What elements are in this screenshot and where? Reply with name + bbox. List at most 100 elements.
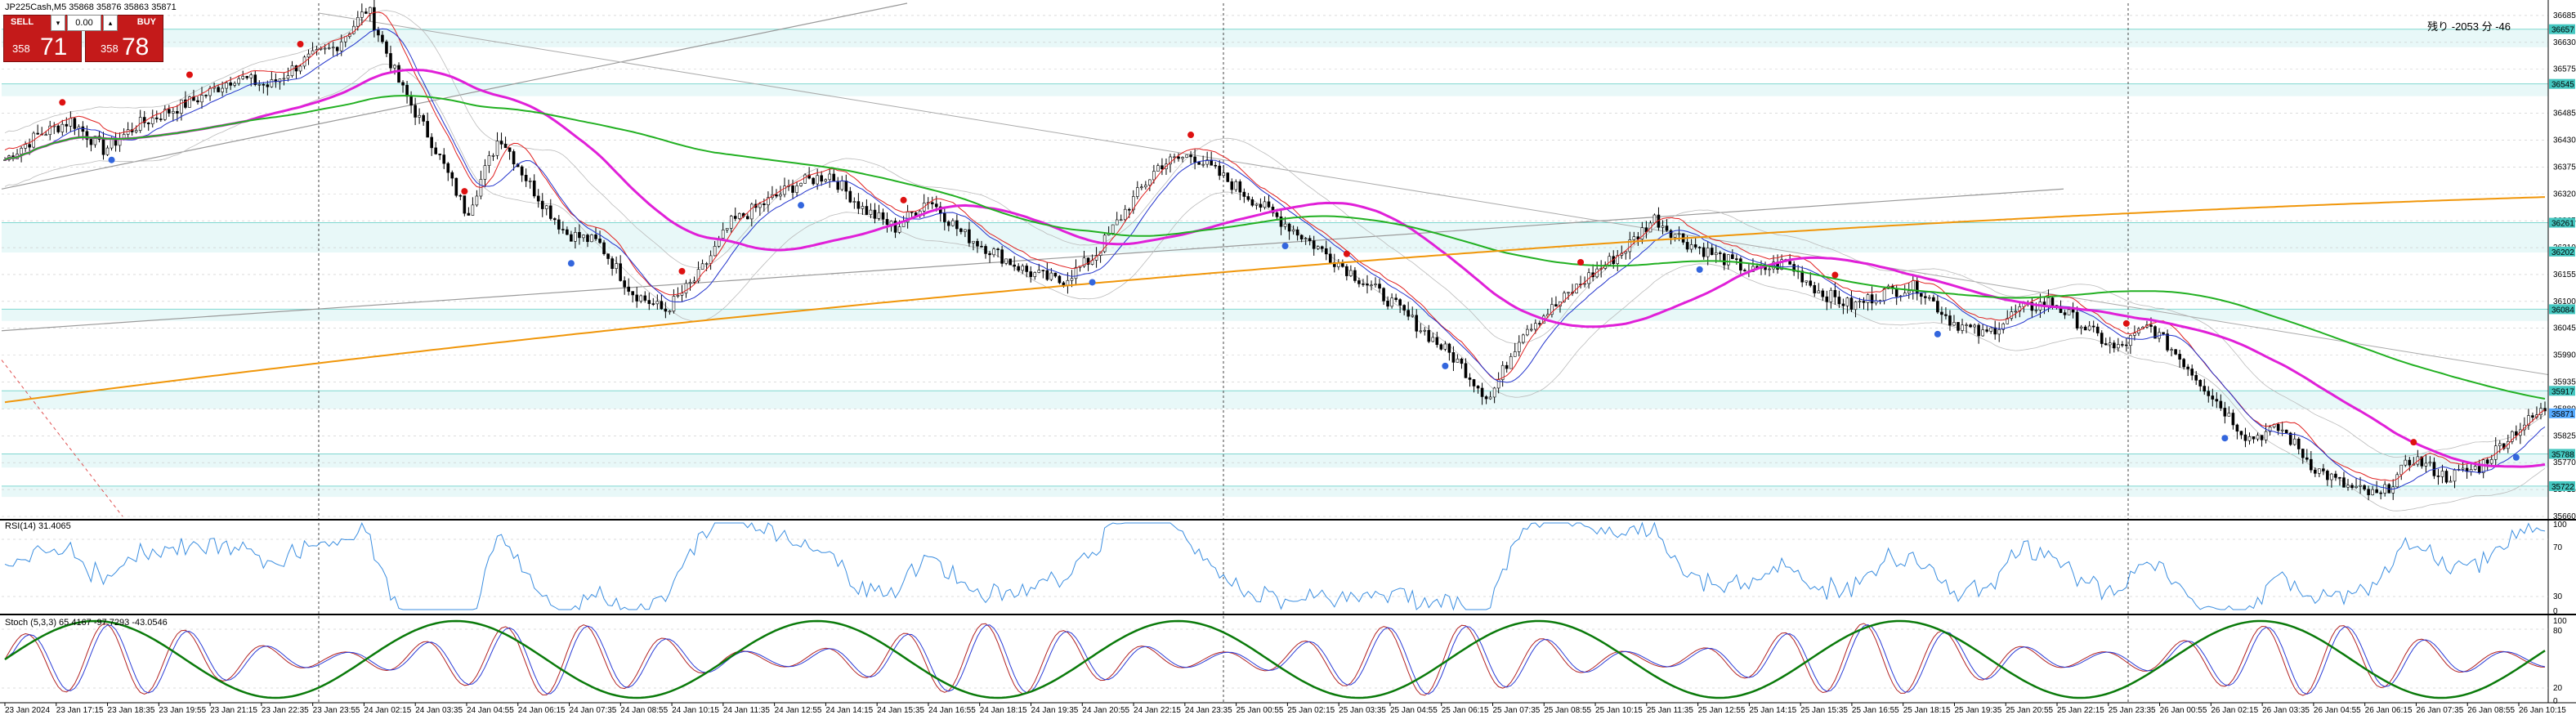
candle-body-242	[996, 248, 1000, 250]
candle-body-323	[1328, 253, 1332, 263]
time-tick-32: 25 Jan 11:35	[1647, 706, 1694, 715]
candle-body-103	[426, 121, 429, 138]
candle-body-72	[298, 65, 302, 72]
candle-body-43	[180, 99, 183, 114]
moving-averages	[4, 11, 2546, 489]
time-tick-7: 24 Jan 02:15	[364, 706, 411, 715]
candle-body-466	[1915, 280, 1919, 294]
candle-body-615	[2527, 415, 2530, 426]
fractal-dot-3	[297, 41, 304, 48]
candle-body-534	[2194, 374, 2198, 381]
lot-decrease-button[interactable]: ▾	[51, 15, 65, 31]
candle-body-351	[1443, 343, 1447, 350]
stoch-slow	[4, 619, 2546, 699]
candle-body-89	[369, 7, 372, 14]
candle-body-301	[1238, 181, 1242, 193]
candle-body-543	[2231, 413, 2235, 426]
candle-body-166	[684, 283, 688, 294]
candle-body-438	[1800, 270, 1804, 283]
candle-body-288	[1185, 154, 1188, 158]
candle-body-259	[1066, 279, 1070, 286]
candle-body-555	[2280, 429, 2284, 431]
candle-body-185	[763, 203, 766, 206]
candle-body-110	[454, 177, 458, 196]
candle-body-238	[980, 245, 983, 248]
candle-body-537	[2207, 391, 2211, 396]
lot-input[interactable]: 0.00	[67, 15, 101, 31]
candle-body-178	[733, 216, 737, 219]
candle-body-281	[1156, 165, 1160, 172]
candle-body-218	[897, 226, 901, 233]
candle-body-95	[393, 65, 396, 69]
candle-body-240	[988, 253, 991, 256]
ma-orange	[4, 196, 2546, 404]
candle-body-10	[44, 134, 48, 136]
candle-body-279	[1148, 179, 1152, 185]
envelope-upper	[4, 10, 2546, 458]
candle-body-134	[553, 218, 557, 221]
candle-body-119	[491, 154, 495, 157]
candle-body-602	[2473, 466, 2477, 470]
candle-body-173	[713, 246, 717, 257]
candle-body-530	[2178, 354, 2181, 360]
candle-body-254	[1045, 270, 1049, 280]
candle-body-439	[1805, 280, 1809, 283]
lot-increase-button[interactable]: ▴	[103, 15, 118, 31]
candle-body-231	[951, 220, 955, 226]
price-badge-0: 36657	[2551, 26, 2574, 35]
candle-body-332	[1366, 284, 1369, 286]
candle-body-606	[2489, 458, 2493, 464]
candle-body-322	[1324, 248, 1328, 255]
candle-body-142	[586, 235, 589, 243]
candle-body-477	[1961, 324, 1964, 331]
candle-body-230	[947, 221, 950, 226]
candle-body-67	[278, 78, 282, 83]
candle-body-144	[594, 235, 597, 239]
candle-body-139	[574, 231, 577, 242]
candle-body-310	[1275, 212, 1279, 217]
time-tick-35: 25 Jan 15:35	[1800, 706, 1848, 715]
candle-body-277	[1140, 186, 1143, 189]
candle-body-369	[1517, 342, 1521, 352]
candle-body-55	[229, 83, 232, 86]
candle-body-550	[2260, 435, 2264, 440]
candle-body-8	[36, 132, 39, 135]
price-tick-0: 36685	[2553, 11, 2576, 20]
time-tick-9: 24 Jan 04:55	[467, 706, 514, 715]
candle-body-140	[578, 231, 581, 239]
candle-body-24	[101, 139, 105, 155]
candle-body-52	[217, 87, 220, 92]
candle-body-563	[2314, 469, 2317, 474]
price-tick-13: 35935	[2553, 378, 2576, 387]
candle-body-361	[1484, 396, 1488, 400]
candle-body-127	[524, 175, 528, 181]
candle-body-56	[233, 83, 236, 86]
candle-body-285	[1173, 156, 1176, 159]
candle-body-97	[401, 82, 405, 86]
candle-body-290	[1193, 156, 1196, 163]
candle-body-104	[430, 136, 433, 149]
candle-body-373	[1534, 323, 1537, 330]
candle-body-533	[2190, 369, 2194, 376]
candle-body-540	[2219, 400, 2223, 409]
candle-body-445	[1829, 289, 1833, 302]
price-badge-bg-6	[2549, 408, 2575, 418]
candle-body-349	[1435, 337, 1439, 346]
candle-body-342	[1407, 310, 1410, 317]
time-tick-21: 24 Jan 20:55	[1082, 706, 1129, 715]
buy-label: BUY	[136, 17, 156, 27]
time-tick-5: 23 Jan 22:35	[262, 706, 309, 715]
candle-body-402	[1652, 214, 1657, 224]
candle-body-616	[2531, 415, 2534, 418]
candle-body-78	[323, 47, 327, 50]
candle-body-53	[221, 87, 224, 92]
fractal-dot-5	[567, 260, 575, 267]
one-click-trading-panel: SELL 358 71 ▾ 0.00 ▴ BUY 358 78	[3, 15, 163, 64]
grid-lines	[2, 15, 2548, 517]
candle-body-260	[1070, 278, 1074, 281]
candle-body-63	[262, 83, 266, 86]
trendline-down	[318, 12, 2549, 376]
candle-body-158	[651, 303, 655, 305]
price-tick-12: 35990	[2553, 351, 2576, 360]
